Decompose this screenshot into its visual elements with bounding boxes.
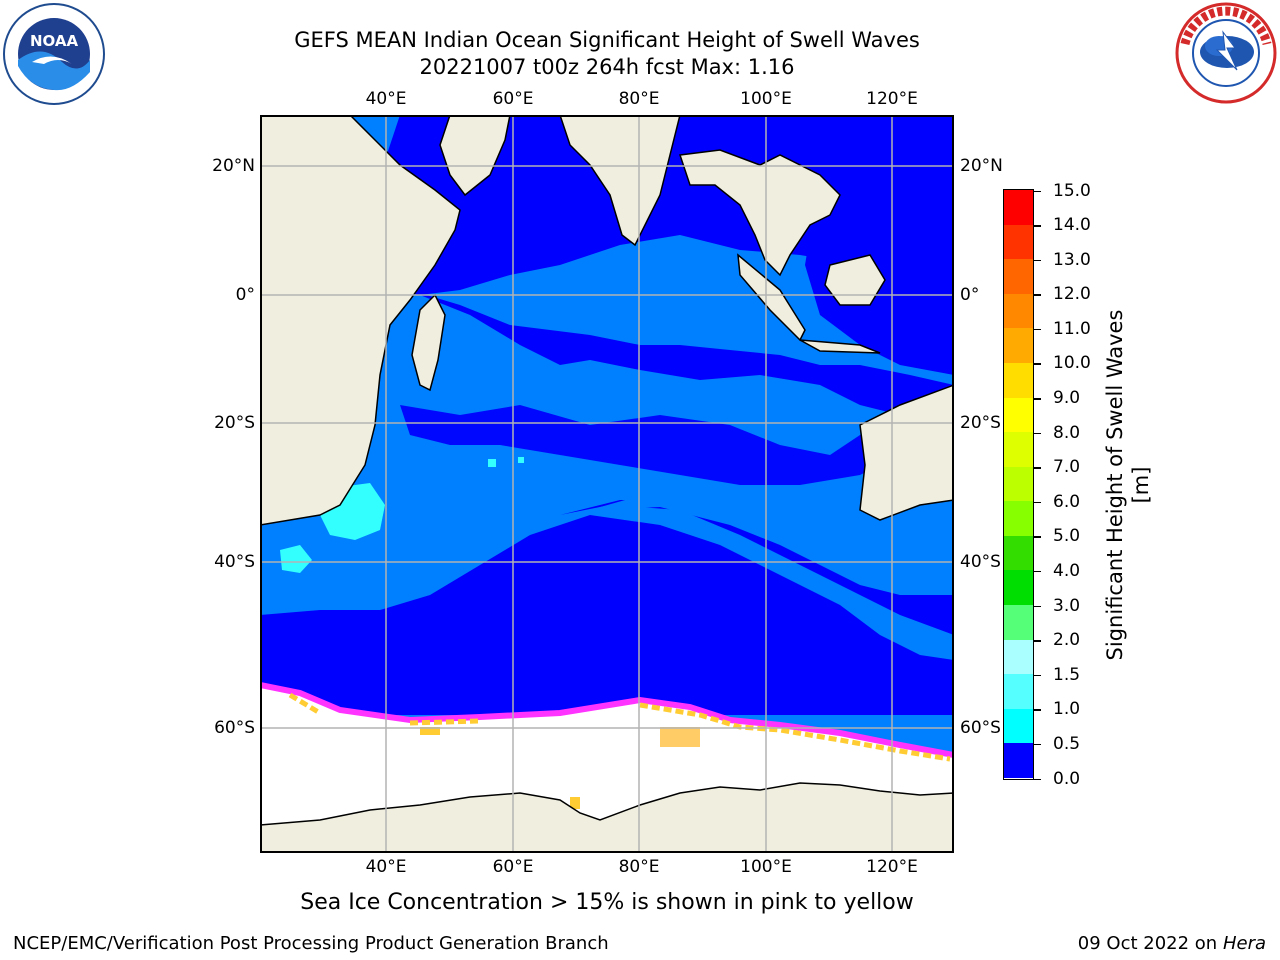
lon-tick-top-100: 100°E (740, 89, 792, 109)
colorbar-tick (1034, 640, 1041, 642)
colorbar-segment (1004, 466, 1033, 502)
colorbar-tick-label: 0.0 (1053, 768, 1081, 789)
colorbar-tick-label: 11.0 (1053, 318, 1091, 339)
lon-tick-bottom-100: 100°E (740, 857, 792, 877)
colorbar-tick (1034, 467, 1041, 469)
map[interactable] (260, 115, 954, 853)
footer-date-text: 09 Oct 2022 on (1077, 933, 1223, 954)
colorbar-segment (1004, 570, 1033, 606)
nws-logo-icon (1175, 2, 1277, 104)
colorbar-tick (1034, 259, 1041, 262)
chart-subtitle: 20221007 t00z 264h fcst Max: 1.16 (419, 55, 795, 79)
colorbar-tick-label: 3.0 (1053, 595, 1081, 616)
colorbar-tick-label: 13.0 (1053, 249, 1091, 270)
colorbar-tick (1034, 432, 1041, 435)
colorbar-tick-label: 2.0 (1053, 630, 1081, 651)
colorbar-tick (1034, 743, 1041, 746)
colorbar-tick (1034, 674, 1041, 677)
colorbar-segment (1004, 639, 1033, 675)
noaa-logo-icon: NOAA (3, 3, 105, 105)
colorbar-tick (1034, 363, 1041, 365)
colorbar-segment (1004, 259, 1033, 295)
colorbar-segment (1004, 708, 1033, 744)
ice-edge (260, 682, 954, 809)
lon-tick-bottom-60: 60°E (492, 857, 534, 877)
lon-tick-bottom-80: 80°E (618, 857, 660, 877)
colorbar-tick-label: 4.0 (1053, 560, 1081, 581)
colorbar-segment (1004, 432, 1033, 468)
colorbar-tick-label: 12.0 (1053, 284, 1091, 305)
colorbar-tick-label: 0.5 (1053, 733, 1081, 754)
colorbar-segment (1004, 293, 1033, 329)
colorbar-tick (1034, 294, 1041, 296)
colorbar (1003, 189, 1034, 780)
colorbar-segment (1004, 743, 1033, 779)
colorbar-tick-label: 5.0 (1053, 526, 1081, 547)
colorbar-segment (1004, 674, 1033, 710)
colorbar-tick-label: 1.5 (1053, 664, 1081, 685)
lat-tick-left-20s: 20°S (214, 413, 255, 433)
footer-credit: NCEP/EMC/Verification Post Processing Pr… (13, 933, 609, 954)
colorbar-segment (1004, 605, 1033, 641)
lon-tick-top-40: 40°E (365, 89, 407, 109)
colorbar-tick (1034, 778, 1041, 780)
svg-text:NOAA: NOAA (30, 32, 79, 50)
lat-tick-left-40s: 40°S (214, 552, 255, 572)
sea-ice-caption: Sea Ice Concentration > 15% is shown in … (300, 890, 914, 915)
colorbar-tick-label: 15.0 (1053, 180, 1091, 201)
lat-tick-left-20n: 20°N (212, 156, 255, 176)
lat-tick-right-60s: 60°S (960, 718, 1001, 738)
lat-tick-right-20s: 20°S (960, 413, 1001, 433)
colorbar-tick (1034, 328, 1041, 331)
lat-tick-left-60s: 60°S (214, 718, 255, 738)
lon-tick-bottom-120: 120°E (866, 857, 918, 877)
lon-tick-top-80: 80°E (618, 89, 660, 109)
map-border (260, 115, 954, 853)
colorbar-segment (1004, 328, 1033, 364)
colorbar-segment (1004, 190, 1033, 226)
footer-host: Hera (1222, 933, 1266, 954)
colorbar-tick-label: 9.0 (1053, 388, 1081, 409)
graticule (260, 115, 954, 853)
footer-date: 09 Oct 2022 on Hera (1078, 933, 1266, 954)
colorbar-tick (1034, 501, 1041, 504)
colorbar-tick (1034, 570, 1041, 573)
lat-tick-left-0: 0° (235, 285, 255, 305)
colorbar-segment (1004, 535, 1033, 571)
colorbar-tick-label: 7.0 (1053, 457, 1081, 478)
colorbar-tick (1034, 709, 1041, 711)
colorbar-segment (1004, 224, 1033, 260)
chart-title: GEFS MEAN Indian Ocean Significant Heigh… (294, 28, 920, 52)
colorbar-tick-label: 8.0 (1053, 422, 1081, 443)
colorbar-tick-label: 10.0 (1053, 353, 1091, 374)
lon-tick-bottom-40: 40°E (365, 857, 407, 877)
colorbar-segment (1004, 397, 1033, 433)
colorbar-tick (1034, 398, 1041, 400)
colorbar-tick-label: 14.0 (1053, 215, 1091, 236)
colorbar-tick (1034, 190, 1041, 192)
lon-tick-top-60: 60°E (492, 89, 534, 109)
lon-tick-top-120: 120°E (866, 89, 918, 109)
colorbar-tick (1034, 536, 1041, 538)
colorbar-tick-label: 1.0 (1053, 699, 1081, 720)
swell-low-regions (260, 115, 954, 715)
lat-tick-right-0: 0° (960, 285, 980, 305)
colorbar-tick (1034, 605, 1041, 608)
colorbar-segment (1004, 501, 1033, 537)
colorbar-tick (1034, 225, 1041, 227)
colorbar-segment (1004, 362, 1033, 399)
colorbar-tick-label: 6.0 (1053, 491, 1081, 512)
colorbar-label: Significant Height of Swell Waves [m] (1103, 309, 1153, 661)
lat-tick-right-20n: 20°N (960, 156, 1003, 176)
lat-tick-right-40s: 40°S (960, 552, 1001, 572)
